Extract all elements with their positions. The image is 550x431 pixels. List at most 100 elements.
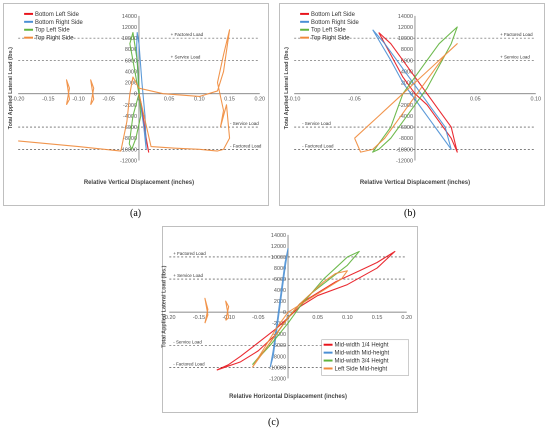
reference-line-label: + Factored Load — [500, 32, 533, 37]
series-line — [372, 26, 458, 153]
y-tick-label: 12000 — [271, 244, 286, 250]
y-tick-label: 2000 — [401, 81, 413, 87]
x-tick-label: 0.05 — [312, 315, 323, 321]
series-line — [378, 32, 458, 153]
y-tick-label: -12000 — [396, 158, 413, 164]
x-tick-label: -0.20 — [163, 315, 175, 321]
x-tick-label: 0.10 — [194, 97, 205, 103]
y-tick-label: -12000 — [120, 158, 137, 164]
x-tick-label: 0.20 — [254, 97, 265, 103]
y-tick-label: -2000 — [399, 103, 413, 109]
caption-c: (c) — [268, 417, 280, 428]
x-tick-label: -0.05 — [103, 97, 115, 103]
x-tick-label: 0.05 — [164, 97, 175, 103]
reference-line-label: - Service Load — [230, 121, 259, 126]
legend-label: Mid-width 1/4 Height — [335, 343, 389, 349]
reference-line-label: + Service Load — [500, 54, 530, 59]
series-line — [372, 29, 452, 150]
reference-line-label: - Service Load — [302, 121, 331, 126]
legend-box — [321, 339, 409, 376]
y-tick-label: 0 — [283, 310, 286, 316]
x-axis-title: Relative Vertical Displacement (inches) — [84, 180, 194, 186]
y-tick-label: 4000 — [401, 69, 413, 75]
x-axis-title: Relative Horizontal Displacement (inches… — [229, 394, 347, 400]
y-tick-label: 6000 — [274, 277, 286, 283]
reference-line-label: + Factored Load — [171, 32, 204, 37]
y-tick-label: -12000 — [269, 376, 286, 382]
series-line — [251, 270, 348, 368]
legend-label: Top Left Side — [311, 28, 346, 34]
reference-line-label: - Service Load — [173, 339, 202, 344]
y-tick-label: -4000 — [123, 114, 137, 120]
x-tick-label: 0.10 — [530, 97, 541, 103]
y-tick-label: 6000 — [401, 58, 413, 64]
reference-line-label: - Factored Load — [173, 361, 205, 366]
chart-b-svg: + Factored Load + Service Load - Service L… — [284, 12, 541, 186]
chart-a-svg: + Factored Load + Service Load - Service L… — [8, 12, 265, 186]
legend-label: Mid-width 3/4 Height — [335, 359, 389, 365]
x-axis-title: Relative Vertical Displacement (inches) — [360, 180, 470, 186]
y-tick-label: -6000 — [399, 125, 413, 131]
y-tick-label: -10000 — [396, 147, 413, 153]
x-tick-label: 0.10 — [342, 315, 353, 321]
y-tick-label: -2000 — [123, 103, 137, 109]
legend: Bottom Left Side Bottom Right Side Top Lef… — [300, 12, 360, 42]
y-axis-title: Total Applied Lateral Load (lbs.) — [8, 47, 14, 129]
y-tick-label: 14000 — [398, 14, 413, 20]
caption-b: (b) — [404, 208, 416, 219]
x-tick-label: -0.05 — [348, 97, 360, 103]
chart-panel-a: + Factored Load + Service Load - Service L… — [3, 3, 269, 206]
y-tick-label: -4000 — [272, 332, 286, 338]
x-tick-label: -0.15 — [193, 315, 205, 321]
y-tick-label: -10000 — [120, 147, 137, 153]
reference-line-label: - Factored Load — [230, 143, 262, 148]
chart-panel-b: + Factored Load + Service Load - Service L… — [279, 3, 545, 206]
x-tick-label: -0.05 — [252, 315, 264, 321]
y-tick-label: -8000 — [272, 354, 286, 360]
x-tick-label: 0.15 — [224, 97, 235, 103]
y-tick-label: 10000 — [271, 255, 286, 261]
y-tick-label: 12000 — [122, 25, 137, 31]
y-tick-label: -6000 — [123, 125, 137, 131]
reference-line-label: + Service Load — [171, 54, 201, 59]
y-axis-title: Total Applied Lateral Load (lbs.) — [284, 47, 290, 129]
y-tick-label: -8000 — [399, 136, 413, 142]
y-tick-label: 0 — [134, 92, 137, 98]
y-tick-label: 8000 — [401, 47, 413, 53]
x-tick-label: -0.10 — [72, 97, 84, 103]
legend: Bottom Left Side Bottom Right Side Top Lef… — [24, 12, 84, 42]
series-line — [204, 297, 209, 324]
x-tick-label: -0.15 — [42, 97, 54, 103]
legend: Mid-width 1/4 Height Mid-width Mid-height… — [321, 339, 409, 376]
legend-label: Top Left Side — [35, 28, 70, 34]
chart-panel-c: + Factored Load + Service Load - Service L… — [161, 226, 418, 413]
y-tick-label: 4000 — [125, 69, 137, 75]
y-tick-label: 8000 — [274, 266, 286, 272]
y-tick-label: 10000 — [122, 36, 137, 42]
x-tick-label: 0.05 — [470, 97, 481, 103]
y-tick-label: 14000 — [271, 233, 286, 239]
x-tick-label: -0.10 — [288, 97, 300, 103]
legend-label: Top Right Side — [311, 36, 350, 42]
legend-label: Left Side Mid-height — [335, 366, 388, 372]
series-line — [65, 79, 71, 106]
series-line — [225, 300, 230, 321]
legend-label: Mid-width Mid-height — [335, 351, 390, 357]
y-tick-label: 12000 — [398, 25, 413, 31]
reference-line-label: - Factored Load — [302, 143, 334, 148]
x-tick-label: -0.20 — [12, 97, 24, 103]
y-tick-label: 2000 — [125, 81, 137, 87]
reference-line-label: + Service Load — [173, 273, 203, 278]
y-tick-label: 6000 — [125, 58, 137, 64]
x-tick-label: 0.20 — [401, 315, 412, 321]
series-line — [18, 29, 231, 152]
y-axis-title: Total Applied Lateral Load (lbs.) — [161, 265, 167, 347]
legend-label: Bottom Left Side — [35, 12, 80, 18]
y-tick-label: -6000 — [272, 343, 286, 349]
legend-label: Bottom Right Side — [311, 20, 360, 26]
series-line — [90, 79, 95, 106]
legend-label: Bottom Left Side — [311, 12, 356, 18]
legend-label: Bottom Right Side — [35, 20, 84, 26]
series-line — [354, 43, 458, 153]
y-tick-label: 14000 — [122, 14, 137, 20]
